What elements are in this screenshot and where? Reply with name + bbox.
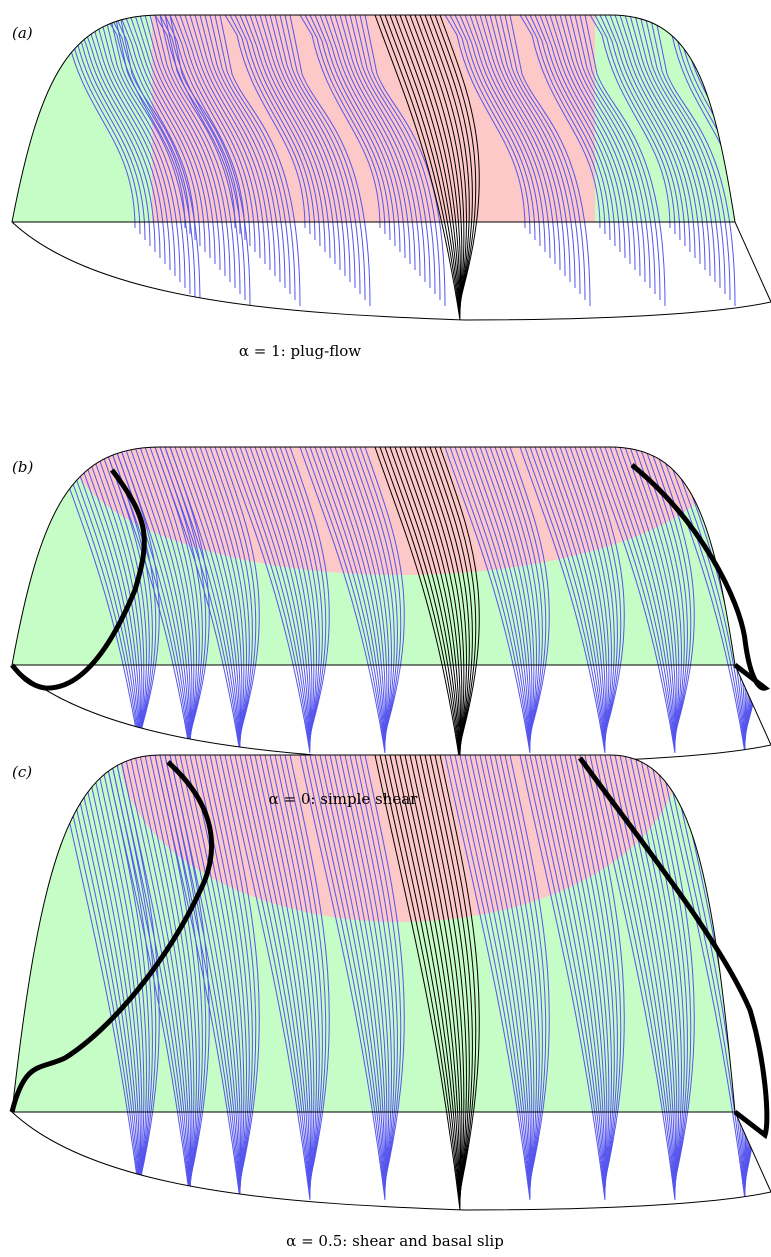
flow-line — [725, 15, 771, 306]
caption: α = 1: plug-flow — [239, 342, 361, 360]
panel — [0, 15, 771, 320]
flow-line — [720, 447, 761, 735]
panel — [0, 582, 771, 1210]
flow-line — [720, 15, 771, 300]
panel — [0, 319, 771, 763]
figure: (a) α = 1: plug-flow (b) α = 0: simple s… — [0, 0, 771, 1257]
panel-label: (a) — [12, 24, 33, 42]
panels — [0, 15, 771, 1210]
caption: α = 0.5: shear and basal slip — [286, 1232, 504, 1250]
flow-line — [715, 755, 757, 1184]
panel-label: (c) — [12, 763, 32, 781]
caption: α = 0: simple shear — [269, 790, 419, 808]
panel-label: (b) — [12, 458, 33, 476]
